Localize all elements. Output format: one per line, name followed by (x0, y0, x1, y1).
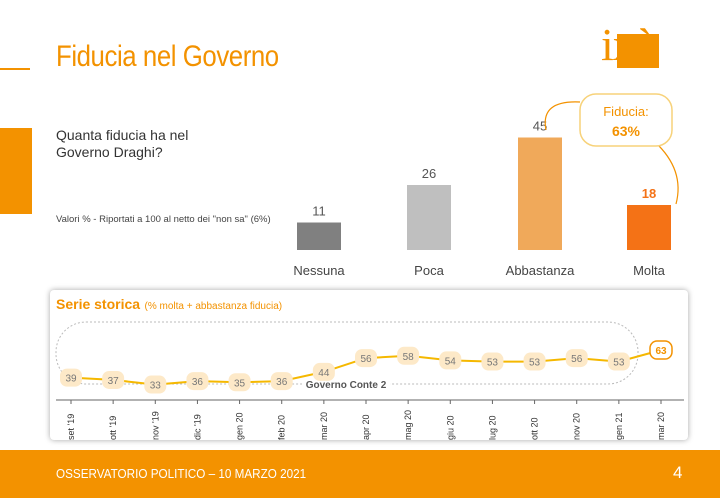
period-label: Governo Conte 2 (306, 380, 387, 391)
callout-connector-right (654, 141, 679, 205)
series-point (355, 349, 377, 368)
series-point-label: 54 (445, 356, 457, 367)
footer-text: OSSERVATORIO POLITICO – 10 MARZO 2021 (56, 466, 307, 481)
x-tick-label: ott '19 (108, 416, 118, 440)
x-tick-label: lug 20 (487, 415, 497, 440)
bar-nessuna (297, 222, 341, 250)
bar-poca (407, 185, 451, 250)
brand-logo: ixè (601, 19, 655, 70)
series-point-label: 44 (318, 368, 330, 379)
x-tick-label: mar 20 (319, 412, 329, 440)
logo-background (617, 34, 659, 68)
series-point (523, 352, 546, 371)
page-number: 4 (673, 463, 683, 482)
values-note: Valori % - Riportati a 100 al netto dei … (56, 214, 271, 225)
series-point-label: 53 (529, 358, 541, 369)
x-tick-label: mar 20 (656, 412, 666, 440)
bar-value-label: 26 (422, 166, 436, 181)
bar-value-label: 45 (533, 119, 547, 134)
footer-bar (0, 450, 720, 498)
series-point-label: 33 (150, 381, 162, 392)
series-point (270, 372, 293, 391)
series-point (312, 362, 335, 381)
x-tick-label: mag 20 (403, 410, 413, 440)
series-subtitle: (% molta + abbastanza fiducia) (144, 301, 283, 312)
category-label: Abbastanza (506, 263, 575, 278)
x-tick-label: gen 21 (614, 412, 624, 440)
series-point (397, 346, 420, 365)
x-tick-label: giu 20 (445, 415, 455, 440)
bar-value-label: 18 (642, 186, 656, 201)
x-tick-label: set '19 (66, 414, 76, 440)
callout-value: 63% (612, 123, 641, 139)
callout-connector-left (544, 101, 581, 131)
series-point-label: 53 (613, 358, 625, 369)
series-point-label: 37 (108, 376, 120, 387)
series-point-label: 63 (655, 346, 667, 357)
category-label: Nessuna (293, 263, 345, 278)
x-tick-label: dic '19 (192, 414, 202, 440)
series-point-label: 36 (276, 377, 288, 388)
series-point-label: 53 (487, 358, 499, 369)
x-tick-label: nov 20 (572, 413, 582, 440)
survey-question: Quanta fiducia ha nel Governo Draghi? (56, 127, 189, 160)
callout-bubble (579, 93, 673, 147)
bar-value-label: 11 (312, 204, 326, 219)
series-point (439, 351, 462, 370)
x-tick-label: feb 20 (277, 415, 287, 440)
series-point-label: 58 (403, 352, 415, 363)
category-label: Poca (414, 263, 444, 278)
left-accent-block (0, 128, 32, 214)
series-point (481, 352, 504, 371)
x-tick-label: apr 20 (361, 414, 371, 440)
series-point-label: 36 (192, 377, 204, 388)
series-point (649, 340, 673, 360)
series-point-label: 56 (360, 354, 372, 365)
series-point (144, 375, 167, 394)
period-capsule (55, 321, 639, 385)
series-point-label: 56 (571, 354, 583, 365)
bar-abbastanza (518, 137, 562, 250)
series-point-label: 35 (234, 378, 246, 389)
series-point (60, 368, 82, 387)
bar-molta (627, 205, 671, 250)
series-point (607, 352, 630, 371)
callout-label: Fiducia: (603, 104, 649, 119)
series-point (186, 372, 209, 391)
category-label: Molta (633, 263, 666, 278)
x-tick-label: gen 20 (235, 412, 245, 440)
page-title: Fiducia nel Governo (56, 40, 279, 73)
series-point (228, 373, 251, 392)
series-title: Serie storica (56, 296, 141, 312)
series-point (565, 349, 588, 368)
series-point (102, 370, 125, 389)
x-tick-label: nov '19 (150, 411, 160, 440)
series-point-label: 39 (65, 374, 77, 385)
series-heading: Serie storica (% molta + abbastanza fidu… (56, 296, 282, 314)
title-rule (0, 68, 30, 70)
x-tick-label: ott 20 (530, 417, 540, 440)
